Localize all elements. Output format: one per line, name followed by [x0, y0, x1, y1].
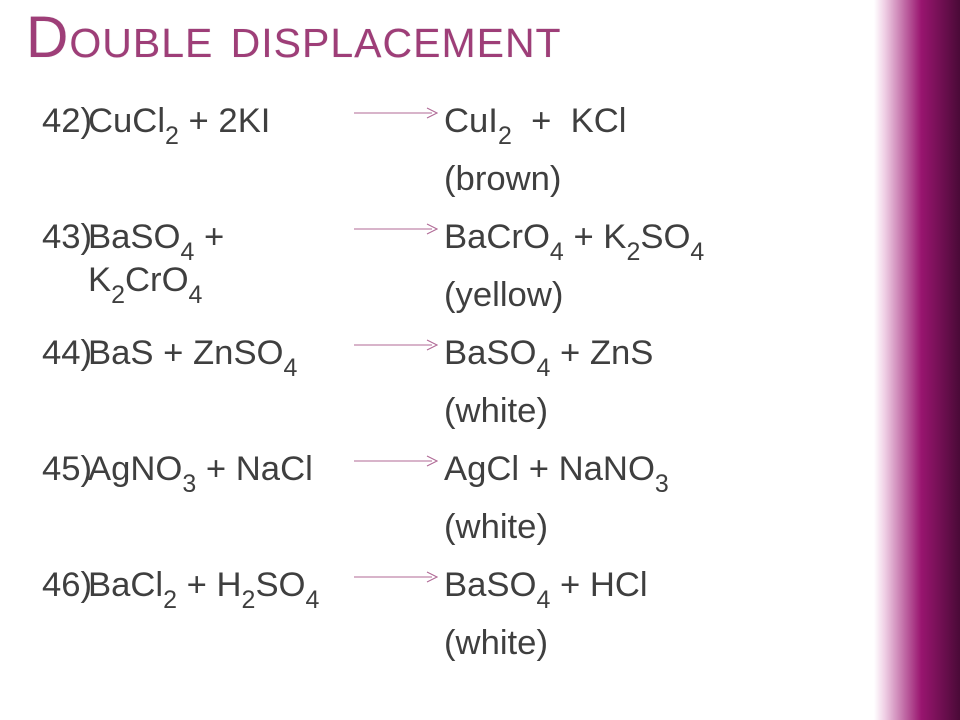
equation-row: 42)CuCl2 + 2KI CuI2 + KCl [42, 100, 822, 158]
equation-note-row: (white) [42, 506, 822, 564]
equation-note-row: (white) [42, 390, 822, 448]
equation-number: 45) [42, 448, 88, 491]
side-ribbon [874, 0, 960, 720]
equation-note-row: (yellow) [42, 274, 822, 332]
equation-note: (brown) [444, 158, 822, 216]
equation-rhs: AgCl + NaNO3 [444, 448, 822, 491]
equation-number: 43) [42, 216, 88, 259]
arrow-icon [354, 570, 438, 584]
arrow-icon [354, 106, 438, 120]
equation-lhs: BaS + ZnSO4 [88, 332, 348, 375]
page-title: Double displacement [26, 4, 562, 71]
equation-lhs: AgNO3 + NaCl [88, 448, 348, 491]
equation-number: 44) [42, 332, 88, 375]
reaction-arrow [348, 216, 444, 236]
equation-number: 42) [42, 100, 88, 143]
equation-rhs: CuI2 + KCl [444, 100, 822, 143]
equation-rhs: BaCrO4 + K2SO4 [444, 216, 822, 259]
equation-note-row: (brown) [42, 158, 822, 216]
equation-note: (white) [444, 390, 822, 448]
reaction-arrow [348, 100, 444, 120]
equation-row: 46)BaCl2 + H2SO4 BaSO4 + HCl [42, 564, 822, 622]
equation-note: (yellow) [444, 274, 822, 332]
reaction-arrow [348, 564, 444, 584]
equation-note-row: (white) [42, 622, 822, 680]
equation-note: (white) [444, 506, 822, 564]
equation-lhs: CuCl2 + 2KI [88, 100, 348, 143]
spacer [42, 274, 444, 332]
arrow-icon [354, 454, 438, 468]
reaction-arrow [348, 448, 444, 468]
equation-note: (white) [444, 622, 822, 680]
reaction-arrow [348, 332, 444, 352]
equation-rhs: BaSO4 + ZnS [444, 332, 822, 375]
arrow-icon [354, 222, 438, 236]
equations-list: 42)CuCl2 + 2KICuI2 + KCl(brown)43)BaSO4 … [42, 100, 822, 680]
spacer [42, 506, 444, 564]
equation-row: 43)BaSO4 + K2CrO4BaCrO4 + K2SO4 [42, 216, 822, 274]
arrow-icon [354, 338, 438, 352]
spacer [42, 622, 444, 680]
spacer [42, 390, 444, 448]
equation-number: 46) [42, 564, 88, 607]
equation-lhs: BaCl2 + H2SO4 [88, 564, 348, 607]
spacer [42, 158, 444, 216]
equation-rhs: BaSO4 + HCl [444, 564, 822, 607]
equation-row: 45)AgNO3 + NaCl AgCl + NaNO3 [42, 448, 822, 506]
equation-row: 44)BaS + ZnSO4 BaSO4 + ZnS [42, 332, 822, 390]
